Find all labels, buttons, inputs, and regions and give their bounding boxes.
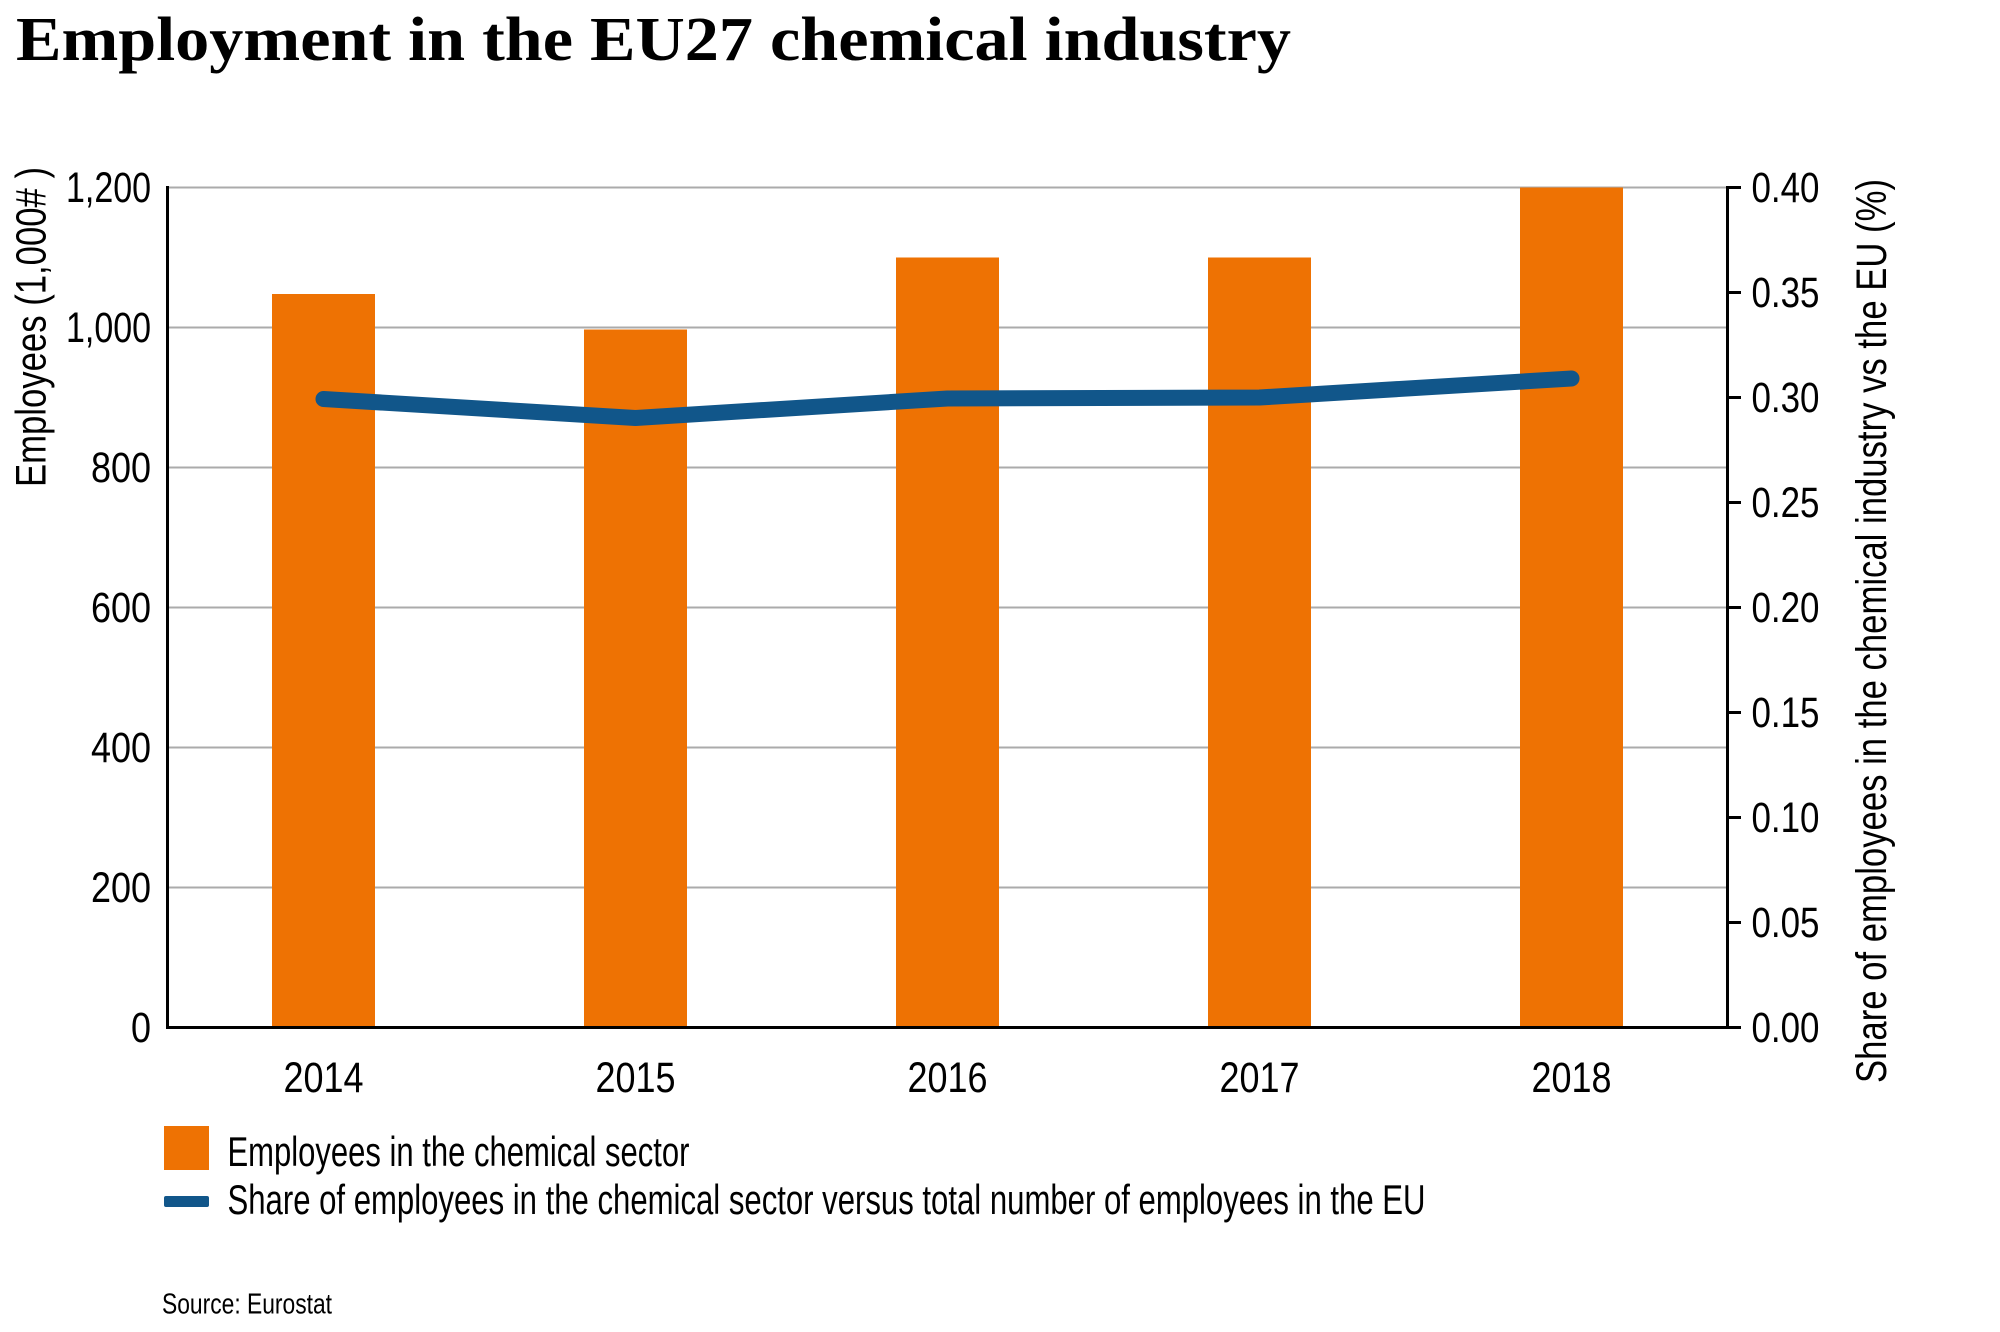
svg-text:2016: 2016	[908, 1054, 988, 1102]
svg-text:200: 200	[91, 864, 151, 912]
svg-text:Employees (1,000# ): Employees (1,000# )	[8, 167, 56, 487]
svg-text:Share of employees in the chem: Share of employees in the chemical indus…	[1848, 179, 1896, 1083]
svg-text:0.15: 0.15	[1752, 689, 1820, 737]
svg-text:0.40: 0.40	[1752, 164, 1820, 212]
svg-text:2017: 2017	[1220, 1054, 1300, 1102]
svg-text:400: 400	[91, 724, 151, 772]
svg-text:0.25: 0.25	[1752, 479, 1820, 527]
svg-text:0.30: 0.30	[1752, 374, 1820, 422]
svg-text:0.00: 0.00	[1752, 1004, 1820, 1052]
svg-text:2014: 2014	[284, 1054, 364, 1102]
svg-text:0.35: 0.35	[1752, 269, 1820, 317]
svg-text:1,000: 1,000	[66, 304, 151, 352]
svg-text:0.05: 0.05	[1752, 899, 1820, 947]
svg-text:600: 600	[91, 584, 151, 632]
svg-text:Employees in the chemical sect: Employees in the chemical sector	[228, 1128, 690, 1175]
svg-text:0.10: 0.10	[1752, 794, 1820, 842]
svg-text:2018: 2018	[1532, 1054, 1612, 1102]
svg-text:Source: Eurostat: Source: Eurostat	[162, 1289, 332, 1321]
svg-text:0.20: 0.20	[1752, 584, 1820, 632]
svg-text:2015: 2015	[596, 1054, 676, 1102]
svg-text:Employment in the EU27 chemica: Employment in the EU27 chemical industry	[16, 6, 1291, 74]
svg-text:0: 0	[131, 1004, 151, 1052]
svg-text:1,200: 1,200	[66, 164, 151, 212]
svg-text:800: 800	[91, 444, 151, 492]
svg-text:Share of employees in the chem: Share of employees in the chemical secto…	[228, 1176, 1426, 1223]
